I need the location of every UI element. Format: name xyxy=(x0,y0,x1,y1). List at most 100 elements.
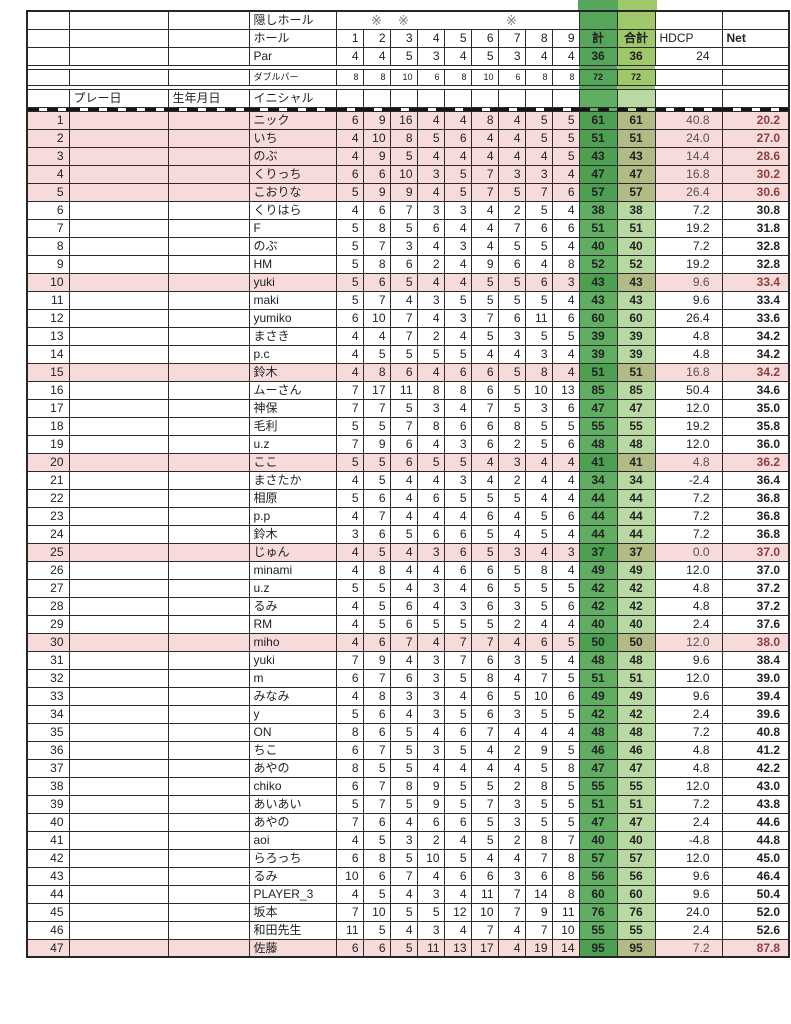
hole-9-score[interactable]: 5 xyxy=(551,704,580,724)
total-score[interactable]: 40 xyxy=(578,614,618,634)
hole-4-score[interactable]: 3 xyxy=(416,398,445,418)
hole-8-score[interactable]: 11 xyxy=(524,308,553,328)
grand-total-score[interactable]: 44 xyxy=(616,488,656,508)
play-date-cell[interactable] xyxy=(68,326,169,346)
hole-6-score[interactable]: 6 xyxy=(470,380,499,400)
hole-3-score[interactable]: 5 xyxy=(389,938,418,958)
net-value[interactable]: 37.2 xyxy=(721,596,790,616)
play-date-cell[interactable] xyxy=(68,758,169,778)
row-number[interactable]: 24 xyxy=(26,524,70,544)
hole-5-score[interactable]: 3 xyxy=(443,308,472,328)
hole-8-score[interactable]: 5 xyxy=(524,524,553,544)
birth-date-cell[interactable] xyxy=(167,164,250,184)
hole-6-score[interactable]: 6 xyxy=(470,560,499,580)
hole-9-score[interactable]: 5 xyxy=(551,110,580,130)
hole-9-score[interactable]: 4 xyxy=(551,560,580,580)
hole-8-score[interactable]: 19 xyxy=(524,938,553,958)
player-initial[interactable]: 佐藤 xyxy=(248,938,337,958)
grand-total-score[interactable]: 51 xyxy=(616,128,656,148)
hole-2-score[interactable]: 10 xyxy=(362,308,391,328)
hole-9-score[interactable]: 5 xyxy=(551,776,580,796)
net-value[interactable]: 31.8 xyxy=(721,218,790,238)
total-score[interactable]: 44 xyxy=(578,506,618,526)
hole-2-score[interactable]: 7 xyxy=(362,668,391,688)
hole-7-score[interactable]: 3 xyxy=(497,794,526,814)
total-score[interactable]: 52 xyxy=(578,254,618,274)
hole-2-score[interactable]: 8 xyxy=(362,848,391,868)
hole-3-score[interactable]: 4 xyxy=(389,290,418,310)
row-number[interactable]: 3 xyxy=(26,146,70,166)
hole-7-score[interactable]: 2 xyxy=(497,740,526,760)
play-date-cell[interactable] xyxy=(68,164,169,184)
hdcp-value[interactable]: 19.2 xyxy=(654,254,723,274)
hole-7-score[interactable]: 5 xyxy=(497,686,526,706)
net-value[interactable]: 30.6 xyxy=(721,182,790,202)
player-initial[interactable]: p.p xyxy=(248,506,337,526)
row-number[interactable]: 6 xyxy=(26,200,70,220)
hole-9-score[interactable]: 5 xyxy=(551,794,580,814)
hole-6-score[interactable]: 6 xyxy=(470,704,499,724)
hole-9-score[interactable]: 8 xyxy=(551,254,580,274)
hole-7-score[interactable]: 4 xyxy=(497,722,526,742)
hole-3-score[interactable]: 7 xyxy=(389,326,418,346)
total-score[interactable]: 47 xyxy=(578,398,618,418)
hole-3-score[interactable]: 8 xyxy=(389,128,418,148)
hole-4-score[interactable]: 4 xyxy=(416,758,445,778)
hdcp-value[interactable]: 16.8 xyxy=(654,362,723,382)
hole-1-score[interactable]: 4 xyxy=(335,200,364,220)
grand-total-score[interactable]: 40 xyxy=(616,830,656,850)
hole-7-score[interactable]: 3 xyxy=(497,866,526,886)
hole-8-score[interactable]: 5 xyxy=(524,416,553,436)
hole-8-score[interactable]: 5 xyxy=(524,326,553,346)
hdcp-value[interactable]: 4.8 xyxy=(654,344,723,364)
hole-6-score[interactable]: 6 xyxy=(470,362,499,382)
hole-9-score[interactable]: 4 xyxy=(551,614,580,634)
hole-1-score[interactable]: 4 xyxy=(335,326,364,346)
hole-7-score[interactable]: 6 xyxy=(497,254,526,274)
hole-9-score[interactable]: 8 xyxy=(551,866,580,886)
birth-date-cell[interactable] xyxy=(167,740,250,760)
player-initial[interactable]: maki xyxy=(248,290,337,310)
hdcp-value[interactable]: 2.4 xyxy=(654,812,723,832)
birth-date-cell[interactable] xyxy=(167,290,250,310)
play-date-cell[interactable] xyxy=(68,632,169,652)
row-number[interactable]: 25 xyxy=(26,542,70,562)
birth-date-cell[interactable] xyxy=(167,434,250,454)
hole-6-score[interactable]: 5 xyxy=(470,776,499,796)
hdcp-value[interactable]: 26.4 xyxy=(654,182,723,202)
row-number[interactable]: 32 xyxy=(26,668,70,688)
hole-1-score[interactable]: 11 xyxy=(335,920,364,940)
hole-8-score[interactable]: 5 xyxy=(524,794,553,814)
hole-7-score[interactable]: 4 xyxy=(497,758,526,778)
hole-5-score[interactable]: 3 xyxy=(443,596,472,616)
hole-7-score[interactable]: 2 xyxy=(497,614,526,634)
play-date-cell[interactable] xyxy=(68,668,169,688)
player-initial[interactable]: あやの xyxy=(248,758,337,778)
hole-5-score[interactable]: 4 xyxy=(443,326,472,346)
net-value[interactable]: 50.4 xyxy=(721,884,790,904)
hole-1-score[interactable]: 5 xyxy=(335,794,364,814)
row-number[interactable]: 20 xyxy=(26,452,70,472)
total-score[interactable]: 34 xyxy=(578,470,618,490)
hole-4-score[interactable]: 3 xyxy=(416,290,445,310)
hole-3-score[interactable]: 5 xyxy=(389,794,418,814)
hole-1-score[interactable]: 6 xyxy=(335,668,364,688)
row-number[interactable]: 19 xyxy=(26,434,70,454)
hole-5-score[interactable]: 4 xyxy=(443,578,472,598)
row-number[interactable]: 1 xyxy=(26,110,70,130)
hole-8-score[interactable]: 9 xyxy=(524,740,553,760)
hole-5-score[interactable]: 5 xyxy=(443,182,472,202)
hole-9-score[interactable]: 4 xyxy=(551,290,580,310)
grand-total-score[interactable]: 51 xyxy=(616,218,656,238)
hole-6-score[interactable]: 7 xyxy=(470,308,499,328)
hole-5-score[interactable]: 13 xyxy=(443,938,472,958)
row-number[interactable]: 27 xyxy=(26,578,70,598)
row-number[interactable]: 41 xyxy=(26,830,70,850)
player-initial[interactable]: こおりな xyxy=(248,182,337,202)
hole-9-score[interactable]: 4 xyxy=(551,650,580,670)
hole-5-score[interactable]: 5 xyxy=(443,794,472,814)
hole-1-score[interactable]: 4 xyxy=(335,596,364,616)
grand-total-score[interactable]: 49 xyxy=(616,560,656,580)
hole-8-score[interactable]: 5 xyxy=(524,650,553,670)
hole-9-score[interactable]: 11 xyxy=(551,902,580,922)
